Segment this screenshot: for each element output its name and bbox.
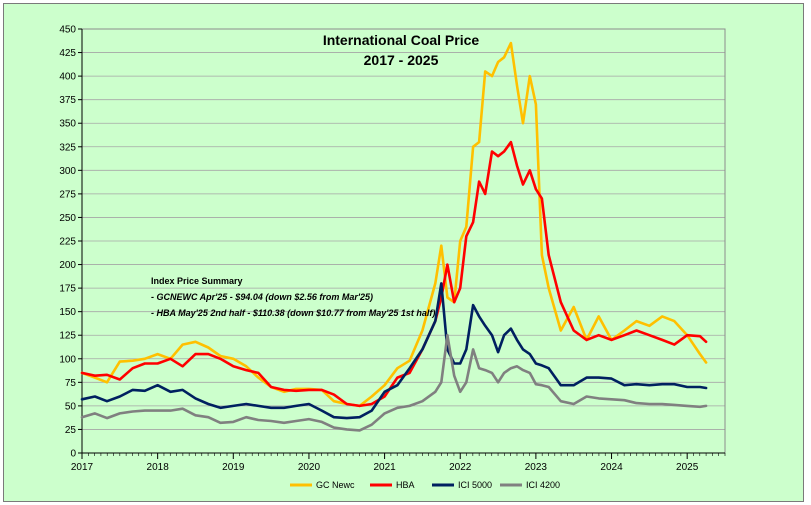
legend-label: ICI 4200 [526, 480, 560, 490]
series-line-ici-5000 [80, 282, 708, 420]
x-tick-label: 2018 [147, 462, 170, 473]
chart-subtitle: 2017 - 2025 [364, 52, 439, 68]
chart-frame: 0 25 50 75 100 125 150 175 200 225 250 275 300 325 350… [3, 3, 804, 502]
annotation-line-1: - GCNEWC Apr'25 - $94.04 (down $2.56 fro… [151, 292, 373, 302]
y-tick-label: 25 [65, 425, 77, 436]
y-tick-label: 150 [59, 307, 76, 318]
y-tick-label: 100 [59, 354, 76, 365]
series-line-ici-4200 [80, 333, 708, 432]
annotation-box: Index Price Summary - GCNEWC Apr'25 - $9… [151, 276, 435, 318]
x-tick-label: 2022 [449, 462, 472, 473]
y-tick-label: 450 [59, 25, 76, 36]
x-tick-label: 2025 [676, 462, 699, 473]
legend-label: GC Newc [316, 480, 355, 490]
y-tick-label: 325 [59, 142, 76, 153]
x-tick-label: 2020 [298, 462, 321, 473]
x-tick-label: 2021 [373, 462, 396, 473]
x-tick-label: 2019 [222, 462, 245, 473]
y-tick-label: 175 [59, 284, 76, 295]
y-tick-label: 250 [59, 213, 76, 224]
chart-title: International Coal Price [323, 32, 480, 48]
grid [82, 28, 725, 430]
y-tick-label: 425 [59, 48, 76, 59]
y-tick-label: 375 [59, 95, 76, 106]
x-tick-label: 2023 [525, 462, 548, 473]
y-tick-label: 75 [65, 378, 77, 389]
y-tick-label: 125 [59, 331, 76, 342]
legend-label: HBA [396, 480, 415, 490]
annotation-line-2: - HBA May'25 2nd half - $110.38 (down $1… [151, 308, 435, 318]
y-tick-label: 200 [59, 260, 76, 271]
y-tick-label: 275 [59, 189, 76, 200]
legend: GC Newc HBA ICI 5000 ICI 4200 [290, 480, 560, 490]
series-layer [80, 41, 708, 432]
y-tick-label: 400 [59, 72, 76, 83]
axes: 0 25 50 75 100 125 150 175 200 225 250 275 300 325 350… [59, 25, 726, 473]
series-line-gc-newc [80, 41, 708, 408]
annotation-heading: Index Price Summary [151, 276, 243, 286]
y-tick-label: 50 [65, 401, 77, 412]
legend-label: ICI 5000 [458, 480, 492, 490]
x-tick-label: 2024 [600, 462, 623, 473]
series-line-hba [80, 140, 708, 408]
y-tick-label: 350 [59, 119, 76, 130]
x-tick-label: 2017 [71, 462, 94, 473]
y-tick-label: 225 [59, 237, 76, 248]
y-tick-label: 300 [59, 166, 76, 177]
coal-price-chart: 0 25 50 75 100 125 150 175 200 225 250 275 300 325 350… [59, 25, 726, 490]
y-tick-label: 0 [70, 449, 76, 460]
